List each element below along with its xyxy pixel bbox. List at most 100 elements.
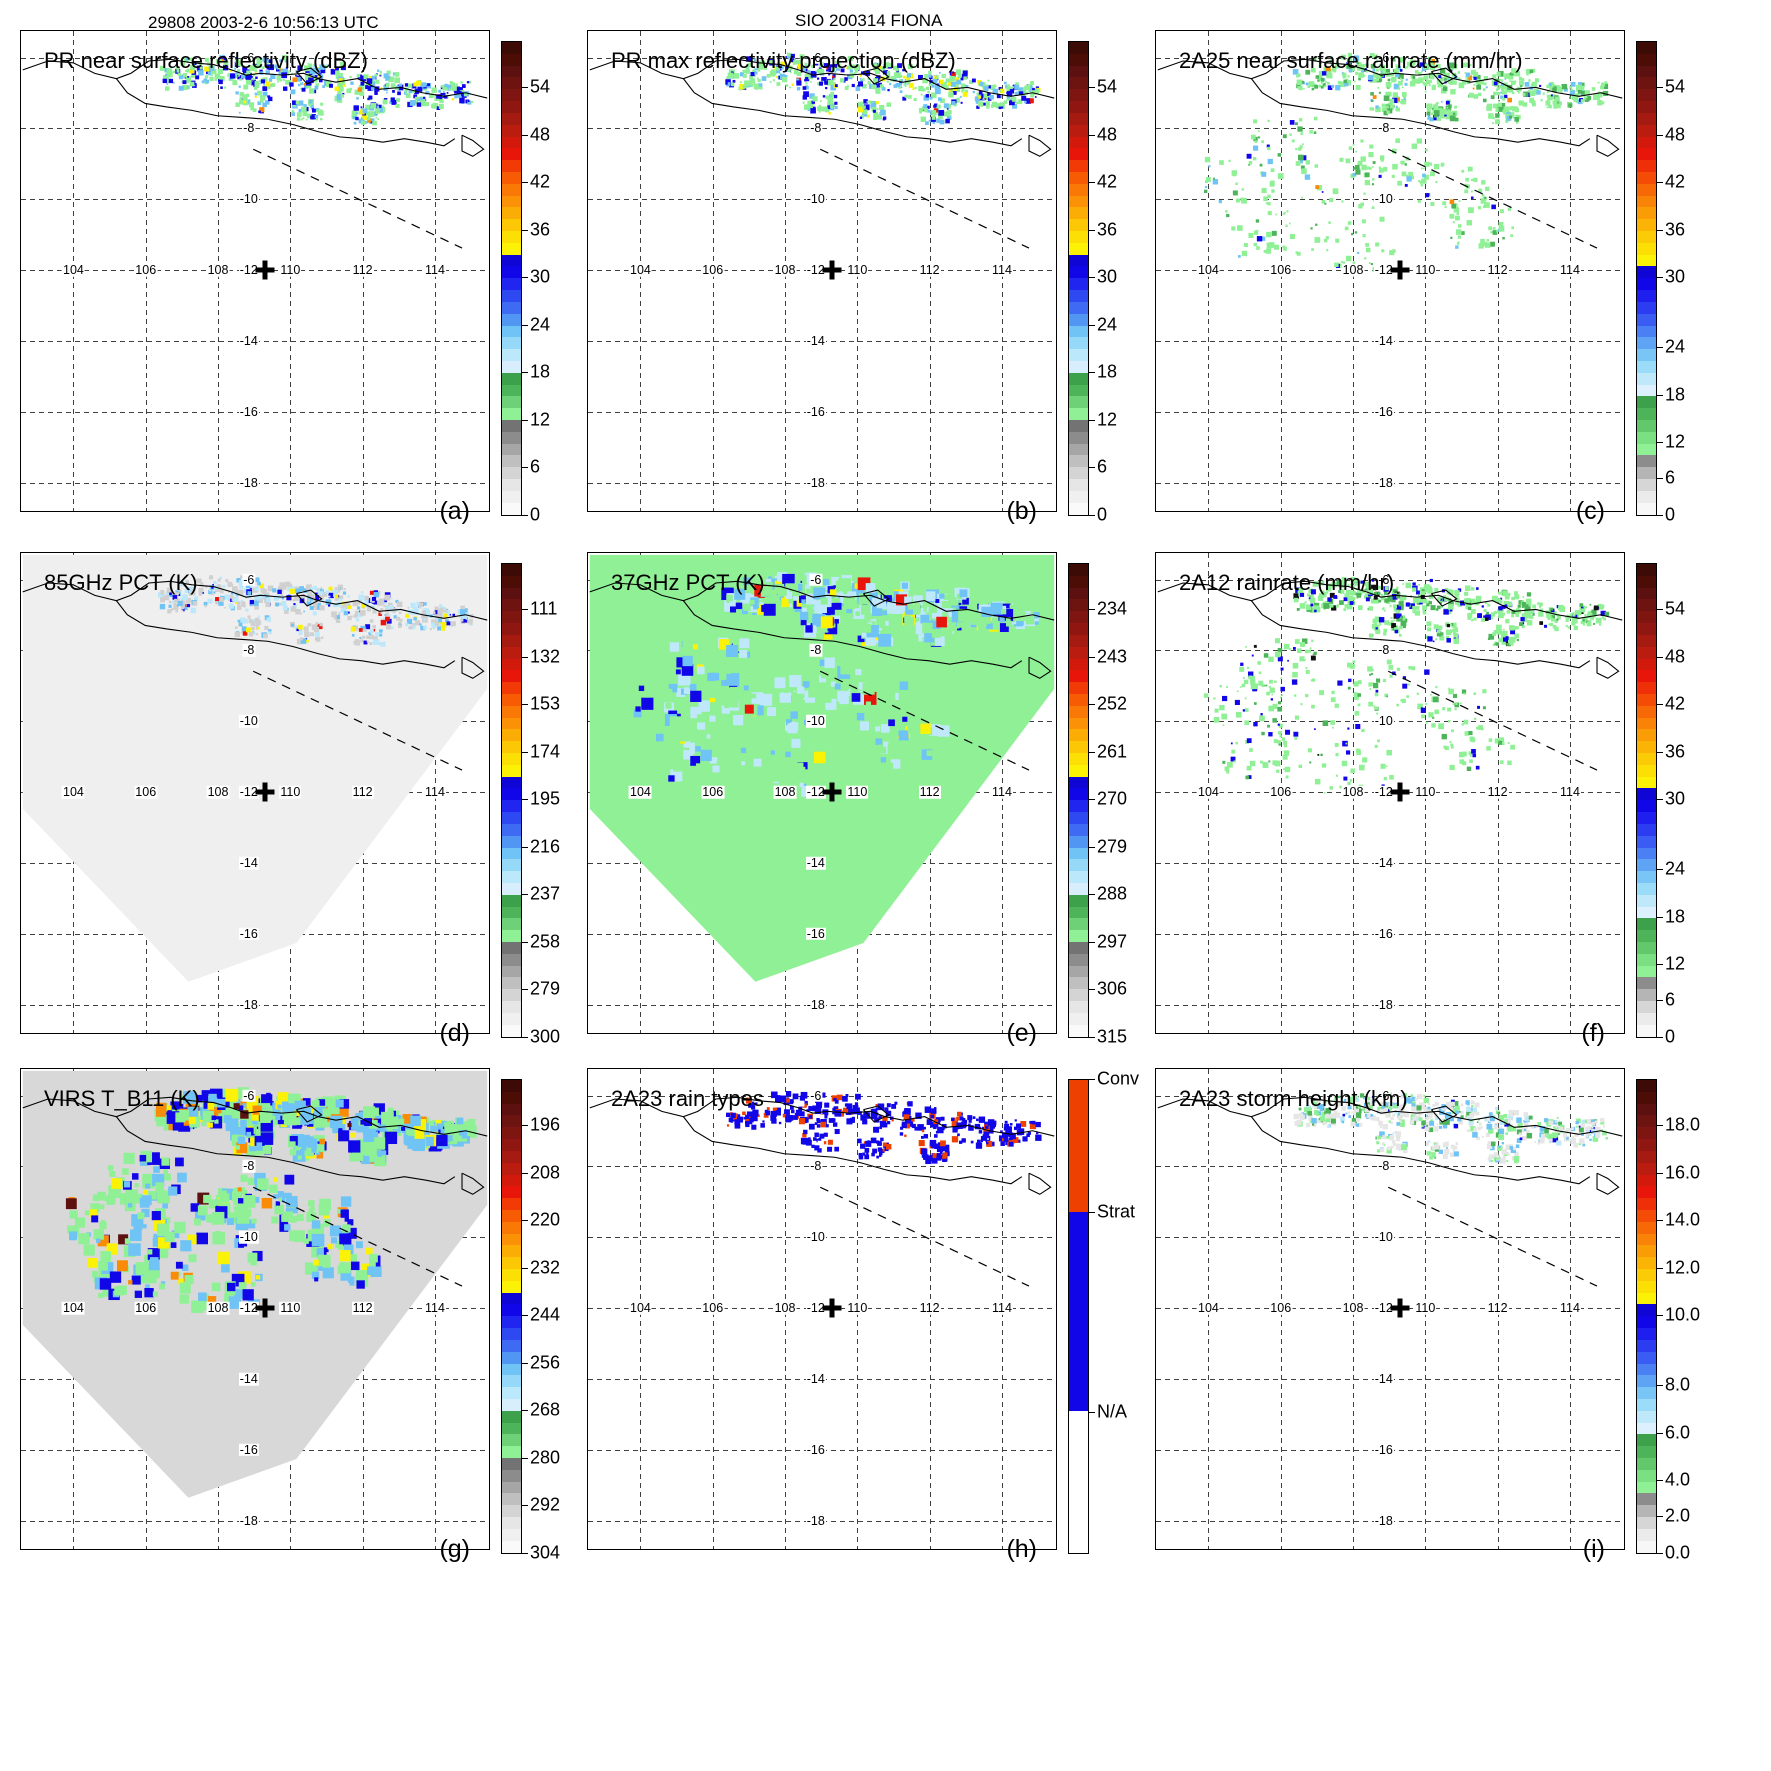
colorbar-segment bbox=[1069, 313, 1088, 326]
map-b[interactable]: 104 106 108 110 112 114 -6 -8 -10 -12 -14 -16 -18 bbox=[587, 30, 1057, 512]
map-a[interactable]: 104 106 108 110 112 114 -6 -8 -10 -12 -14 -16 -18 bbox=[20, 30, 490, 512]
data-cell bbox=[1358, 61, 1362, 65]
data-cell bbox=[1498, 225, 1505, 232]
data-cell bbox=[1481, 180, 1486, 185]
data-cell bbox=[172, 81, 175, 84]
data-cell bbox=[381, 105, 385, 108]
data-cell bbox=[393, 615, 397, 619]
data-cell bbox=[1339, 589, 1345, 594]
map-d[interactable]: 104 106 108 110 112 114 -6 -8 -10 -12 -14 -16 -18 bbox=[20, 552, 490, 1034]
data-cell bbox=[1027, 84, 1031, 88]
data-cell bbox=[358, 628, 363, 632]
data-cell bbox=[931, 84, 935, 88]
data-cell bbox=[1232, 172, 1237, 177]
data-cell bbox=[1255, 229, 1259, 233]
data-cell bbox=[1318, 609, 1321, 612]
data-cell bbox=[1426, 103, 1433, 110]
coastline-1 bbox=[682, 78, 1023, 147]
data-cell bbox=[901, 79, 904, 82]
data-cell bbox=[1253, 702, 1257, 705]
data-cell bbox=[1320, 85, 1324, 89]
data-cell bbox=[313, 585, 318, 590]
data-cell bbox=[378, 107, 383, 113]
data-cell bbox=[859, 77, 862, 80]
colorbar-segment bbox=[1069, 965, 1088, 978]
data-cell bbox=[1338, 582, 1345, 588]
data-cell bbox=[1350, 590, 1356, 596]
data-cell bbox=[1508, 73, 1511, 76]
data-cell bbox=[1572, 617, 1578, 624]
data-cell bbox=[1391, 76, 1397, 82]
data-cell bbox=[1579, 603, 1584, 607]
data-cell bbox=[1222, 760, 1226, 764]
data-cell bbox=[351, 633, 355, 637]
data-cell bbox=[1298, 147, 1302, 151]
data-cell bbox=[1274, 638, 1281, 644]
data-cell bbox=[1451, 622, 1457, 628]
data-cell bbox=[721, 733, 732, 744]
colorbar-segment bbox=[1637, 349, 1656, 361]
data-cell bbox=[1503, 112, 1506, 115]
map-f[interactable]: 104 106 108 110 112 114 -6 -8 -10 -12 -14 -16 -18 bbox=[1155, 552, 1625, 1034]
data-cell bbox=[254, 71, 257, 74]
data-cell bbox=[459, 95, 462, 99]
data-cell bbox=[217, 578, 221, 582]
data-cell bbox=[849, 73, 855, 78]
data-cell bbox=[1371, 165, 1374, 168]
data-cell bbox=[873, 111, 879, 117]
data-cell bbox=[444, 609, 450, 616]
colorbar-segment bbox=[502, 729, 521, 742]
data-cell bbox=[380, 87, 383, 90]
data-cell bbox=[1347, 594, 1350, 597]
data-cell bbox=[656, 733, 664, 742]
data-cell bbox=[1025, 615, 1035, 625]
data-cell bbox=[171, 600, 175, 604]
colorbar-segment bbox=[1069, 42, 1088, 54]
data-cell bbox=[1234, 699, 1240, 705]
data-cell bbox=[926, 750, 933, 757]
colorbar-segment bbox=[502, 871, 521, 883]
data-cell bbox=[414, 625, 417, 627]
data-cell bbox=[320, 117, 323, 121]
data-cell bbox=[1353, 681, 1359, 687]
data-cell bbox=[1248, 160, 1253, 165]
colorbar-tick bbox=[1089, 609, 1095, 611]
colorbar-segment bbox=[502, 717, 521, 730]
data-cell bbox=[369, 75, 372, 79]
map-e[interactable]: 104 106 108 110 112 114 -6 -8 -10 -12 -14 -16 -18 bbox=[587, 552, 1057, 1034]
data-cell bbox=[1328, 221, 1331, 224]
data-cell bbox=[757, 64, 764, 70]
data-cell bbox=[939, 593, 945, 599]
data-cell bbox=[1361, 219, 1366, 224]
data-cell bbox=[1521, 601, 1527, 607]
data-cell bbox=[1267, 201, 1271, 206]
data-cell bbox=[236, 594, 239, 597]
map-c[interactable]: 104 106 108 110 112 114 -6 -8 -10 -12 -14 -16 -18 bbox=[1155, 30, 1625, 512]
data-cell bbox=[696, 666, 705, 675]
data-cell bbox=[214, 600, 218, 604]
data-cell bbox=[431, 619, 437, 625]
data-cell bbox=[334, 597, 339, 601]
data-cell bbox=[386, 624, 391, 630]
data-cell bbox=[341, 82, 346, 87]
data-cell bbox=[934, 84, 941, 90]
data-cell bbox=[270, 73, 276, 80]
data-cell bbox=[853, 64, 860, 71]
data-cell bbox=[1232, 190, 1238, 196]
data-cell bbox=[943, 111, 949, 117]
data-cell bbox=[1522, 596, 1525, 598]
data-cell bbox=[1279, 696, 1282, 699]
data-cell bbox=[1327, 73, 1333, 79]
data-cell bbox=[996, 94, 1001, 99]
data-cell bbox=[442, 90, 445, 93]
data-cell bbox=[1514, 633, 1520, 639]
data-cell bbox=[217, 68, 224, 75]
colorbar-segment bbox=[502, 930, 521, 942]
data-cell bbox=[338, 613, 341, 616]
data-cell bbox=[904, 94, 908, 98]
data-cell bbox=[1402, 583, 1404, 585]
data-cell bbox=[883, 741, 889, 747]
data-cell bbox=[296, 112, 302, 118]
data-cell bbox=[1326, 81, 1330, 85]
data-cell bbox=[739, 81, 742, 84]
